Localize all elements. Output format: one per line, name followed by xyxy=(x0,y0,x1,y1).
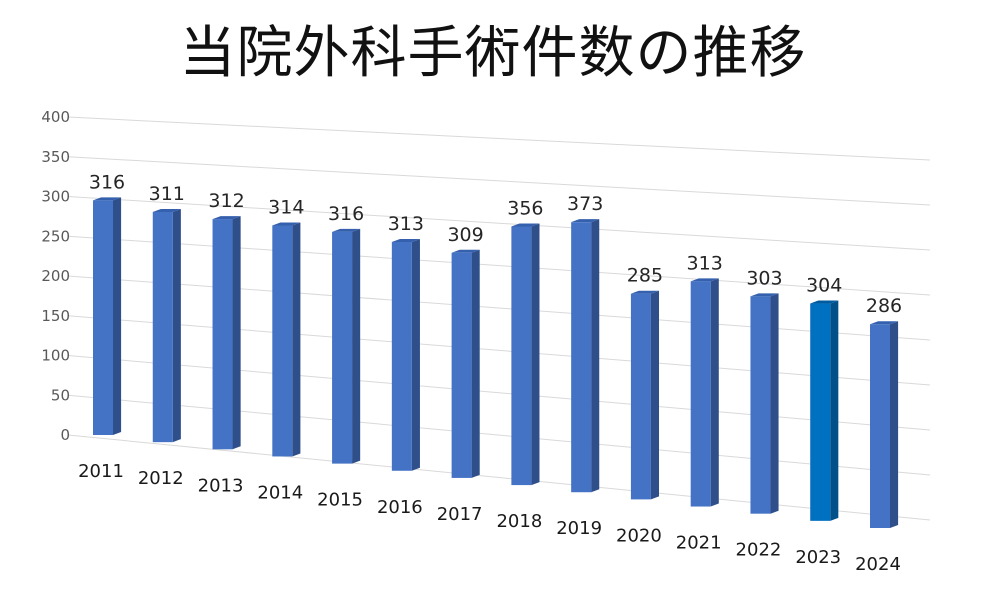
y-tick-label: 100 xyxy=(41,347,70,365)
y-tick-label: 350 xyxy=(41,148,70,166)
gridline xyxy=(67,275,931,341)
gridline xyxy=(67,156,931,206)
bar-top xyxy=(332,228,361,232)
data-label: 356 xyxy=(507,197,543,219)
bar xyxy=(630,293,651,500)
x-tick-label: 2023 xyxy=(795,547,841,568)
data-label: 309 xyxy=(447,224,483,246)
x-tick-label: 2024 xyxy=(855,554,901,575)
data-label: 312 xyxy=(208,190,244,212)
bar xyxy=(451,252,472,478)
bar xyxy=(152,211,173,443)
bar xyxy=(332,231,353,464)
bar-side xyxy=(471,249,480,478)
data-label: 313 xyxy=(388,213,424,235)
chart-title: 当院外科手術件数の推移 xyxy=(179,21,807,86)
bar-side xyxy=(113,197,122,435)
bar-side xyxy=(650,290,660,500)
x-tick-label: 2011 xyxy=(78,461,124,482)
bar-side xyxy=(172,208,181,443)
data-label: 313 xyxy=(687,252,723,274)
y-tick-label: 300 xyxy=(41,188,70,206)
x-tick-label: 2018 xyxy=(496,511,542,532)
bar xyxy=(391,241,412,471)
x-tick-label: 2012 xyxy=(138,468,184,489)
bar-side xyxy=(411,238,420,471)
x-tick-label: 2016 xyxy=(377,497,423,518)
gridline xyxy=(67,434,931,521)
bar-top xyxy=(511,223,540,227)
bar-side xyxy=(710,278,719,507)
bar-side xyxy=(232,216,241,450)
x-tick-label: 2014 xyxy=(257,482,303,503)
bar-top xyxy=(451,249,480,253)
bar-top xyxy=(212,216,241,220)
bar-top xyxy=(750,293,779,297)
bar-top xyxy=(152,208,181,212)
bar-top xyxy=(93,197,122,201)
bar-side xyxy=(890,321,899,528)
y-tick-label: 400 xyxy=(41,108,70,126)
gridline xyxy=(67,355,931,431)
bar-top xyxy=(810,300,839,304)
x-tick-label: 2021 xyxy=(676,533,722,554)
data-label: 286 xyxy=(866,295,902,317)
gridline xyxy=(67,235,931,296)
gridline xyxy=(67,196,931,251)
x-tick-label: 2015 xyxy=(317,490,363,511)
bar-side xyxy=(352,228,361,464)
bar-top xyxy=(690,278,719,282)
bar-top xyxy=(272,222,301,226)
y-tick-label: 50 xyxy=(51,386,70,404)
y-tick-label: 200 xyxy=(41,267,70,285)
bar-side xyxy=(591,219,600,493)
gridline xyxy=(67,116,931,161)
bar xyxy=(870,324,890,528)
data-label: 285 xyxy=(627,265,663,287)
data-label: 316 xyxy=(328,203,364,225)
bar xyxy=(511,226,532,486)
x-tick-label: 2020 xyxy=(616,525,662,546)
bar-top xyxy=(870,321,899,325)
gridline xyxy=(67,394,931,476)
bar xyxy=(93,200,113,435)
bar-side xyxy=(292,222,301,457)
data-label: 303 xyxy=(746,267,782,289)
bar-side xyxy=(531,223,540,486)
y-tick-label: 0 xyxy=(60,426,70,444)
data-label: 311 xyxy=(149,183,185,205)
x-tick-label: 2019 xyxy=(556,518,602,539)
bar-side xyxy=(830,300,839,521)
bar-top xyxy=(571,219,600,223)
data-label: 304 xyxy=(806,275,842,297)
bar xyxy=(810,303,831,521)
bar-side xyxy=(770,293,779,514)
y-tick-label: 150 xyxy=(41,307,70,325)
y-tick-label: 250 xyxy=(41,227,70,245)
bar-top xyxy=(630,290,660,294)
gridline xyxy=(67,315,931,386)
data-label: 316 xyxy=(89,171,125,193)
bar xyxy=(571,222,592,493)
data-label: 373 xyxy=(567,193,603,215)
x-tick-label: 2017 xyxy=(437,504,483,525)
x-tick-label: 2022 xyxy=(736,540,782,561)
bar xyxy=(750,296,771,514)
bar-top xyxy=(391,238,420,242)
data-label: 314 xyxy=(268,196,304,218)
bar xyxy=(212,219,233,450)
bar xyxy=(690,281,711,507)
x-tick-label: 2013 xyxy=(198,475,244,496)
bar xyxy=(272,225,293,457)
